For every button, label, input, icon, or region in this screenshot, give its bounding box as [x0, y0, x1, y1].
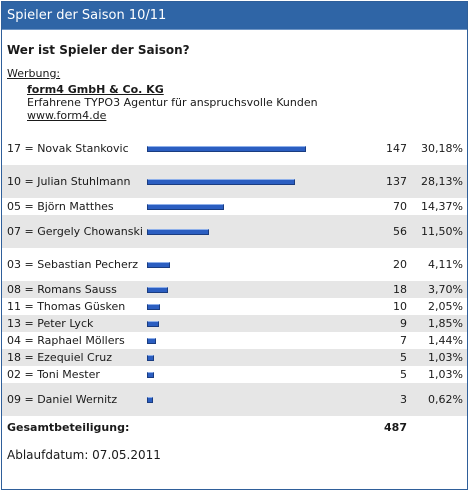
player-name: 13 = Peter Lyck — [2, 315, 143, 332]
player-name: 10 = Julian Stuhlmann — [2, 165, 143, 198]
vote-percent: 3,70% — [413, 281, 467, 298]
player-name: 11 = Thomas Güsken — [7, 300, 126, 313]
ad-label: Werbung: — [7, 67, 61, 80]
vote-count: 56 — [357, 215, 413, 248]
result-row: 08 = Romans Sauss 18 3,70% — [2, 281, 467, 298]
vote-count: 147 — [386, 142, 407, 155]
vote-bar — [147, 354, 154, 361]
total-label: Gesamtbeteiligung: — [7, 420, 130, 434]
result-row: 17 = Novak Stankovic 147 30,18% — [2, 132, 467, 165]
result-row: 11 = Thomas Güsken 10 2,05% — [2, 298, 467, 315]
vote-bar-cell — [143, 281, 357, 298]
ad-body: form4 GmbH & Co. KG Erfahrene TYPO3 Agen… — [7, 83, 467, 122]
poll-widget: Spieler der Saison 10/11 Wer ist Spieler… — [1, 1, 468, 490]
vote-bar — [147, 303, 160, 310]
vote-bar-cell — [143, 132, 357, 165]
vote-percent: 2,05% — [428, 300, 463, 313]
result-row: 07 = Gergely Chowanski 56 11,50% — [2, 215, 467, 248]
vote-count: 3 — [357, 383, 413, 416]
ad-title-link[interactable]: form4 GmbH & Co. KG — [27, 83, 164, 96]
player-name: 08 = Romans Sauss — [2, 281, 143, 298]
vote-bar — [147, 261, 170, 268]
vote-percent: 1,03% — [413, 349, 467, 366]
vote-bar — [147, 145, 306, 152]
ad-description: Erfahrene TYPO3 Agentur für anspruchsvol… — [27, 96, 318, 109]
vote-count: 18 — [357, 281, 413, 298]
poll-question: Wer ist Spieler der Saison? — [7, 43, 190, 57]
vote-percent: 1,85% — [413, 315, 467, 332]
player-name: 18 = Ezequiel Cruz — [2, 349, 143, 366]
vote-bar-cell — [143, 332, 357, 349]
result-row: 13 = Peter Lyck 9 1,85% — [2, 315, 467, 332]
vote-count: 10 — [393, 300, 407, 313]
vote-bar-cell — [143, 315, 357, 332]
vote-bar — [147, 203, 224, 210]
result-row: 03 = Sebastian Pecherz 20 4,11% — [2, 248, 467, 281]
poll-header: Spieler der Saison 10/11 — [2, 2, 467, 30]
result-row: 04 = Raphael Möllers 7 1,44% — [2, 332, 467, 349]
vote-bar-cell — [143, 248, 357, 281]
vote-bar — [147, 286, 168, 293]
vote-bar — [147, 228, 209, 235]
result-row: 10 = Julian Stuhlmann 137 28,13% — [2, 165, 467, 198]
vote-bar-cell — [143, 349, 357, 366]
player-name: 02 = Toni Mester — [7, 368, 100, 381]
vote-count: 5 — [400, 368, 407, 381]
player-name: 07 = Gergely Chowanski — [2, 215, 143, 248]
player-name: 04 = Raphael Möllers — [7, 334, 125, 347]
poll-title: Spieler der Saison 10/11 — [7, 8, 167, 23]
vote-count: 20 — [393, 258, 407, 271]
vote-percent: 1,44% — [428, 334, 463, 347]
vote-bar-cell — [143, 198, 357, 215]
vote-bar-cell — [143, 215, 357, 248]
ad-url-link[interactable]: www.form4.de — [27, 109, 107, 122]
total-votes: 487 — [384, 420, 407, 434]
vote-count: 70 — [393, 200, 407, 213]
vote-percent: 28,13% — [413, 165, 467, 198]
vote-count: 5 — [357, 349, 413, 366]
result-row: 09 = Daniel Wernitz 3 0,62% — [2, 383, 467, 416]
vote-percent: 4,11% — [428, 258, 463, 271]
result-row: 05 = Björn Matthes 70 14,37% — [2, 198, 467, 215]
result-row: 18 = Ezequiel Cruz 5 1,03% — [2, 349, 467, 366]
vote-bar-cell — [143, 383, 357, 416]
vote-bar — [147, 396, 153, 403]
expiry-date: Ablaufdatum: 07.05.2011 — [7, 448, 161, 462]
vote-bar — [147, 337, 156, 344]
vote-percent: 11,50% — [413, 215, 467, 248]
vote-percent: 14,37% — [421, 200, 463, 213]
vote-bar-cell — [143, 165, 357, 198]
vote-bar-cell — [143, 366, 357, 383]
player-name: 05 = Björn Matthes — [7, 200, 114, 213]
vote-percent: 0,62% — [413, 383, 467, 416]
result-row: 02 = Toni Mester 5 1,03% — [2, 366, 467, 383]
player-name: 03 = Sebastian Pecherz — [7, 258, 139, 271]
total-row: Gesamtbeteiligung: 487 — [2, 416, 467, 438]
vote-bar — [147, 320, 159, 327]
player-name: 09 = Daniel Wernitz — [2, 383, 143, 416]
vote-percent: 30,18% — [421, 142, 463, 155]
vote-count: 9 — [357, 315, 413, 332]
vote-bar — [147, 371, 154, 378]
player-name: 17 = Novak Stankovic — [7, 142, 129, 155]
vote-percent: 1,03% — [428, 368, 463, 381]
vote-count: 7 — [400, 334, 407, 347]
vote-bar-cell — [143, 298, 357, 315]
vote-bar — [147, 178, 295, 185]
vote-count: 137 — [357, 165, 413, 198]
advertisement: Werbung: form4 GmbH & Co. KG Erfahrene T… — [2, 62, 467, 122]
results-table: 17 = Novak Stankovic 147 30,18% 10 = Julian… — [2, 132, 467, 438]
